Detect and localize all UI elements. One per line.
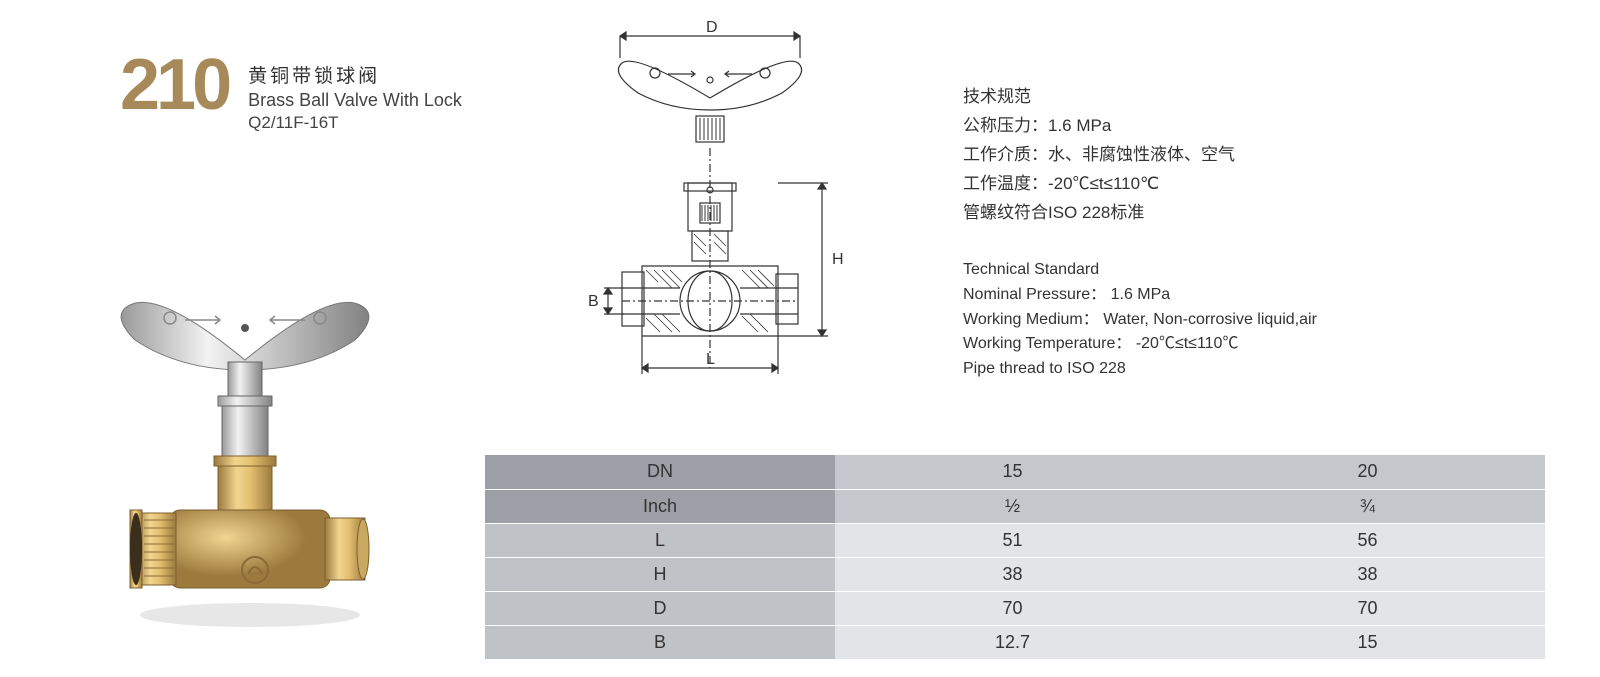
model-number: Q2/11F-16T [248, 113, 462, 133]
row-label: H [485, 557, 835, 591]
row-label: D [485, 591, 835, 625]
spec-cn-thread: 管螺纹符合ISO 228标准 [963, 199, 1235, 228]
spec-en-thread: Pipe thread to ISO 228 [963, 357, 1317, 382]
row-label: DN [485, 455, 835, 489]
table-row: B12.715 [485, 625, 1545, 659]
spec-cn-pressure: 公称压力：1.6 MPa [963, 112, 1235, 141]
table-row: DN1520 [485, 455, 1545, 489]
title-block: 黄铜带锁球阀 Brass Ball Valve With Lock Q2/11F… [248, 55, 462, 133]
table-row: H3838 [485, 557, 1545, 591]
spec-chinese: 技术规范 公称压力：1.6 MPa 工作介质：水、非腐蚀性液体、空气 工作温度：… [963, 83, 1235, 227]
row-label: Inch [485, 489, 835, 523]
cell: 51 [835, 523, 1190, 557]
cell: 70 [835, 591, 1190, 625]
spec-english: Technical Standard Nominal Pressure： 1.6… [963, 258, 1317, 382]
title-chinese: 黄铜带锁球阀 [248, 61, 462, 88]
cell: 12.7 [835, 625, 1190, 659]
cell: 15 [1190, 625, 1545, 659]
spec-en-pressure: Nominal Pressure： 1.6 MPa [963, 283, 1317, 308]
spec-cn-medium: 工作介质：水、非腐蚀性液体、空气 [963, 141, 1235, 170]
spec-cn-heading: 技术规范 [963, 83, 1235, 112]
product-photo [100, 270, 390, 630]
spec-en-medium: Working Medium： Water, Non-corrosive liq… [963, 308, 1317, 333]
table-row: D7070 [485, 591, 1545, 625]
cell: 38 [1190, 557, 1545, 591]
cell: 70 [1190, 591, 1545, 625]
spec-en-temp: Working Temperature： -20℃≤t≤110℃ [963, 332, 1317, 357]
row-label: L [485, 523, 835, 557]
cell: ½ [835, 489, 1190, 523]
cell: ¾ [1190, 489, 1545, 523]
table-row: Inch½¾ [485, 489, 1545, 523]
spec-cn-temp: 工作温度：-20℃≤t≤110℃ [963, 170, 1235, 199]
table-row: L5156 [485, 523, 1545, 557]
cell: 38 [835, 557, 1190, 591]
dim-b-label: B [588, 293, 599, 310]
cell: 20 [1190, 455, 1545, 489]
spec-en-heading: Technical Standard [963, 258, 1317, 283]
cell: 15 [835, 455, 1190, 489]
row-label: B [485, 625, 835, 659]
dimension-table: DN1520Inch½¾L5156H3838D7070B12.715 [485, 455, 1545, 660]
dim-h-label: H [832, 251, 844, 268]
technical-drawing: D H B L [560, 18, 890, 398]
dim-l-label: L [706, 351, 715, 368]
cell: 56 [1190, 523, 1545, 557]
product-header: 210 黄铜带锁球阀 Brass Ball Valve With Lock Q2… [120, 55, 462, 133]
product-number: 210 [120, 55, 228, 116]
dim-d-label: D [706, 19, 718, 36]
title-english: Brass Ball Valve With Lock [248, 90, 462, 111]
